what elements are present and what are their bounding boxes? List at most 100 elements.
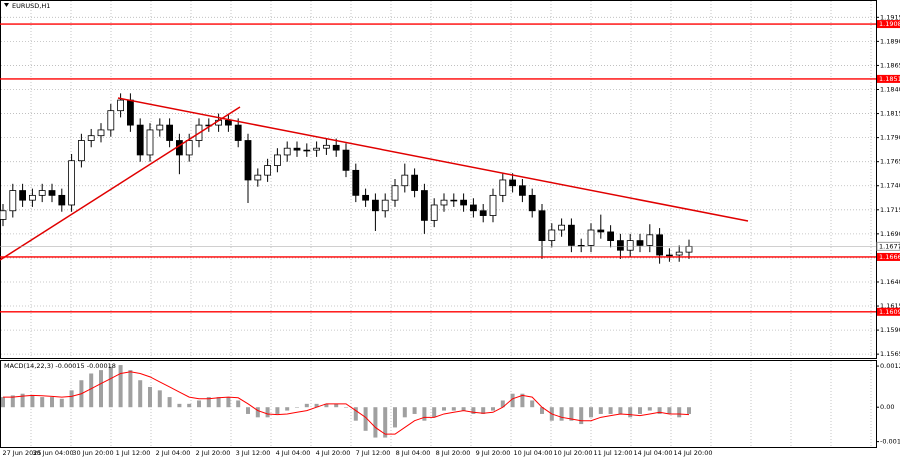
candle-body xyxy=(9,190,17,212)
candle-body xyxy=(558,224,565,231)
candle-body xyxy=(528,194,536,212)
candle-body xyxy=(136,124,144,156)
candle-body xyxy=(371,199,379,212)
candle-body xyxy=(548,229,556,241)
macd-bar xyxy=(197,400,201,408)
x-tick-label: 1 Jul 12:00 xyxy=(116,449,151,457)
candle-body xyxy=(430,204,438,221)
macd-bar xyxy=(167,397,172,408)
candle-body xyxy=(97,129,105,137)
macd-bar xyxy=(432,407,437,418)
candle-body xyxy=(19,190,27,201)
macd-bar xyxy=(148,386,152,408)
candle-body xyxy=(283,147,291,156)
level-label-box xyxy=(877,74,900,83)
x-tick-label: 3 Jul 12:00 xyxy=(236,449,271,457)
candle-body xyxy=(234,124,242,141)
macd-bar xyxy=(520,393,525,408)
macd-bar xyxy=(157,390,162,408)
level-label: 1.1609 xyxy=(879,308,900,316)
macd-bar xyxy=(647,407,652,411)
macd-bar xyxy=(383,407,388,438)
y-tick-label: 1.1765 xyxy=(880,158,900,166)
trend-line xyxy=(117,97,749,222)
macd-bar xyxy=(344,407,348,408)
macd-panel-frame xyxy=(0,360,877,448)
candle-body xyxy=(685,245,693,253)
candle-body xyxy=(362,194,370,201)
macd-bar xyxy=(99,370,103,408)
candle-body xyxy=(420,190,428,221)
candle-body xyxy=(78,140,85,162)
macd-bar xyxy=(363,407,368,431)
macd-bar xyxy=(118,365,123,408)
x-tick-label: 10 Jul 20:00 xyxy=(554,449,593,457)
x-tick-label: 4 Jul 04:00 xyxy=(276,449,311,457)
macd-bar xyxy=(579,407,584,425)
macd-bar xyxy=(412,407,417,414)
candle-body xyxy=(313,147,321,151)
macd-bar xyxy=(216,397,221,408)
x-tick-label: 8 Jul 04:00 xyxy=(396,449,431,457)
x-tick-label: 2 Jul 04:00 xyxy=(156,449,191,457)
candle-body xyxy=(0,210,7,220)
y-tick-label: 1.1565 xyxy=(880,350,900,358)
candle-body xyxy=(264,165,272,176)
candle-body xyxy=(342,149,350,171)
candle-body xyxy=(352,169,360,196)
signal-line xyxy=(3,371,690,435)
macd-bar xyxy=(598,407,603,414)
candle-body xyxy=(675,251,683,256)
macd-bar xyxy=(569,407,574,421)
macd-bar xyxy=(255,407,260,418)
y-tick-label: 1.1615 xyxy=(880,302,900,310)
x-tick-label: 11 Jul 12:00 xyxy=(594,449,633,457)
y-tick-label: 1.1590 xyxy=(880,326,900,334)
macd-bar xyxy=(422,407,427,421)
candle-body xyxy=(293,147,301,151)
candle-body xyxy=(666,254,673,257)
macd-bar xyxy=(540,407,544,414)
level-label: 1.1908 xyxy=(879,20,900,28)
candle-body xyxy=(440,199,448,206)
macd-bar xyxy=(657,407,662,414)
candle-body xyxy=(117,99,124,112)
macd-bar xyxy=(128,370,133,408)
candle-body xyxy=(254,174,262,181)
x-tick-label: 4 Jul 20:00 xyxy=(316,449,351,457)
x-tick-label: 27 Jun 2025 xyxy=(2,449,41,457)
macd-bar xyxy=(491,407,495,411)
y-tick-label: 1.1840 xyxy=(880,86,900,94)
candle-body xyxy=(273,154,281,166)
y-tick-label: 1.1815 xyxy=(880,110,900,118)
candle-body xyxy=(479,210,487,216)
macd-bar xyxy=(500,400,505,408)
candle-body xyxy=(450,199,458,202)
macd-bar xyxy=(314,403,319,408)
macd-bar xyxy=(304,403,309,408)
candle-body xyxy=(656,234,663,256)
candle-body xyxy=(303,149,311,152)
candle-body xyxy=(391,185,399,201)
candle-body xyxy=(568,224,575,246)
macd-bar xyxy=(589,407,593,418)
level-label: 1.1851 xyxy=(879,75,900,83)
x-tick-label: 9 Jul 20:00 xyxy=(476,449,511,457)
macd-bar xyxy=(530,400,535,408)
macd-bar xyxy=(353,407,358,421)
candle-body xyxy=(68,160,75,206)
macd-bar xyxy=(461,407,466,411)
candle-body xyxy=(538,210,546,241)
macd-bar xyxy=(275,407,280,414)
chart-title: EURUSD,H1 xyxy=(12,2,50,10)
candle-body xyxy=(224,119,232,126)
macd-bar xyxy=(69,390,74,408)
candle-body xyxy=(509,179,517,187)
candle-body xyxy=(646,234,654,246)
candle-body xyxy=(127,99,134,126)
macd-bar xyxy=(559,407,564,421)
x-tick-label: 30 Jun 20:00 xyxy=(72,449,113,457)
last-price-box xyxy=(876,241,900,251)
macd-bar xyxy=(324,403,329,408)
